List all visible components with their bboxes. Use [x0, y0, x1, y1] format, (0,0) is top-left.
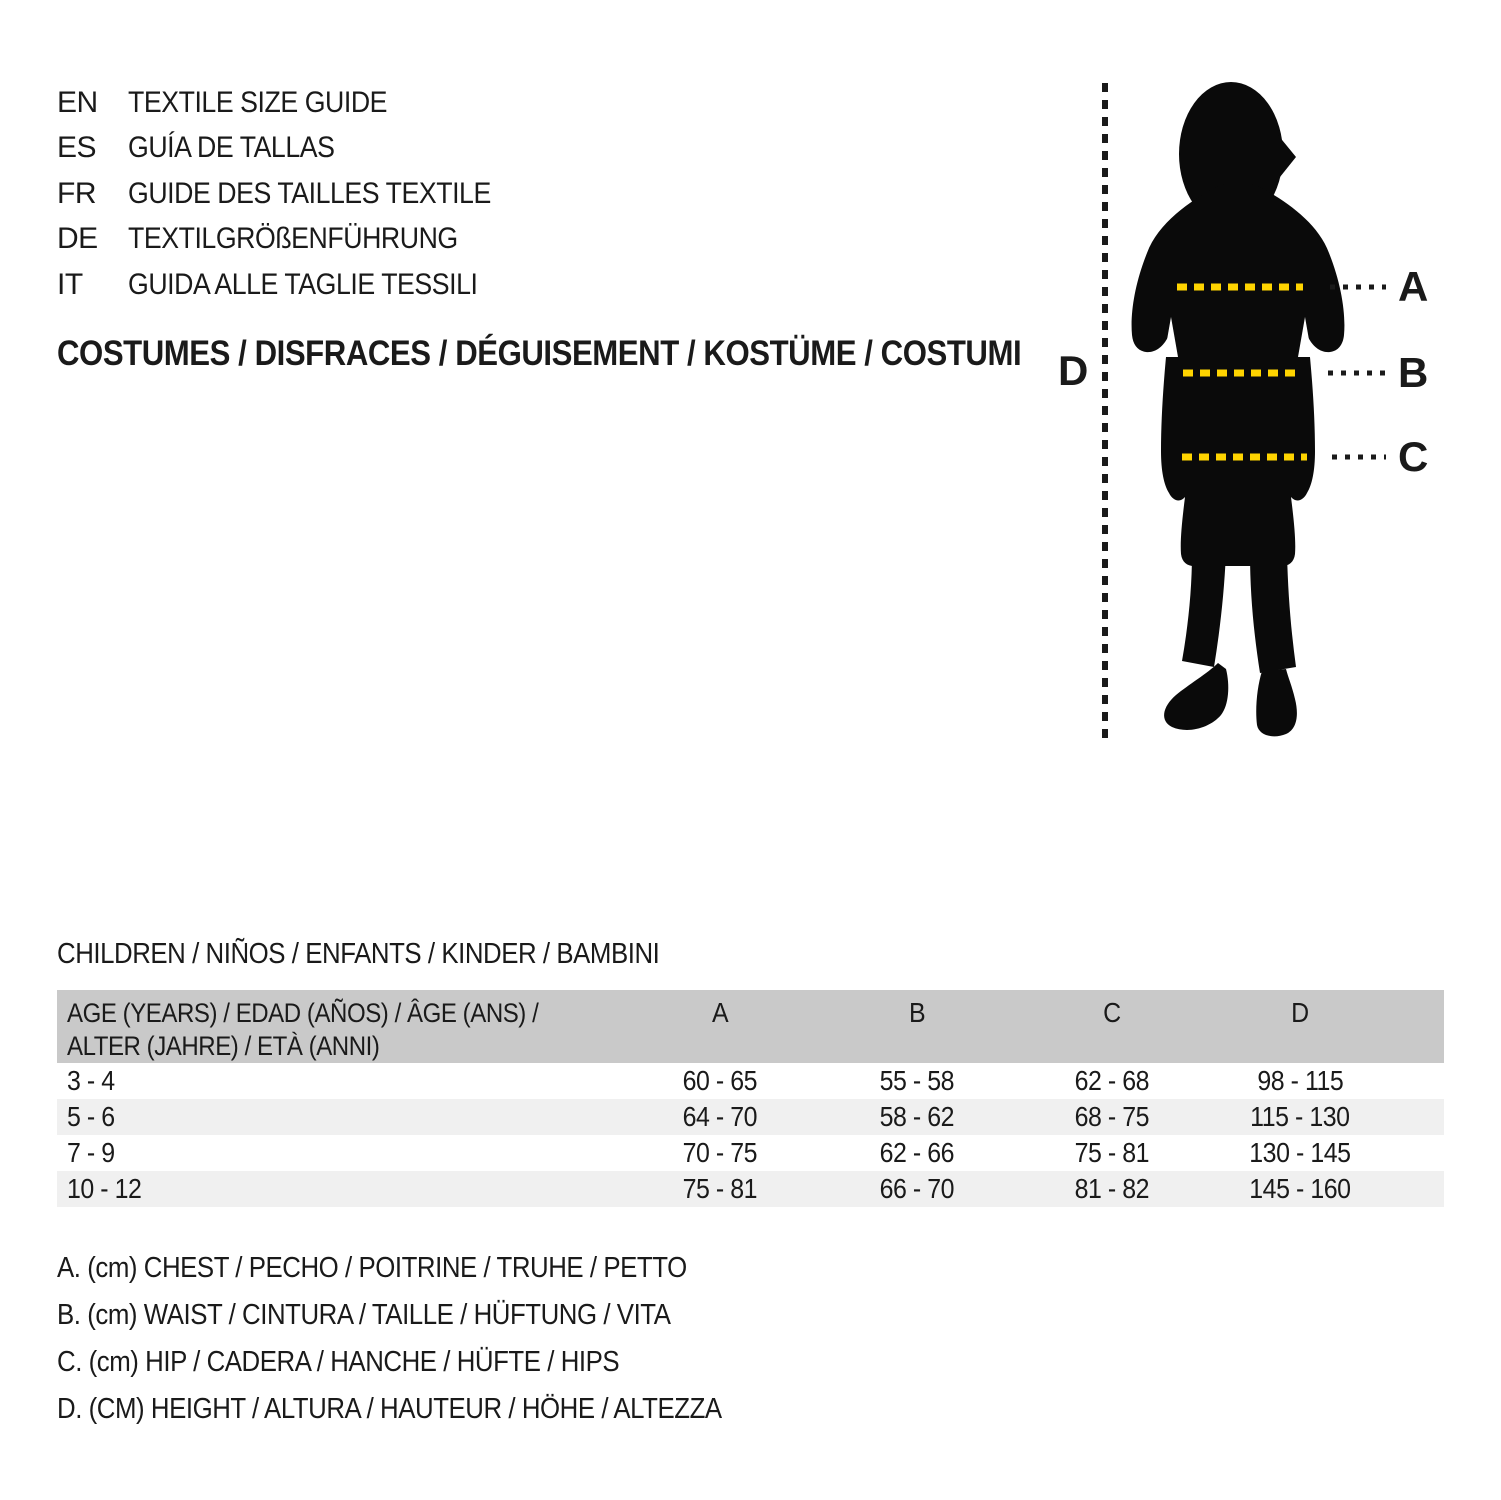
column-header-d: D	[1291, 997, 1309, 1028]
measurement-figure: D A B	[1040, 75, 1470, 765]
table-row: 3 - 4 60 - 65 55 - 58 62 - 68 98 - 115	[57, 1063, 1444, 1099]
language-code: IT	[57, 267, 83, 301]
language-code: EN	[57, 85, 98, 119]
child-silhouette	[1131, 82, 1345, 737]
hip-cell: 62 - 68	[1074, 1065, 1150, 1096]
legend-hip: C. (cm) HIP / CADERA / HANCHE / HÜFTE / …	[57, 1346, 620, 1378]
legend-height: D. (CM) HEIGHT / ALTURA / HAUTEUR / HÖHE…	[57, 1393, 722, 1425]
language-row-es: ES GUÍA DE TALLAS	[57, 126, 536, 172]
height-cell: 98 - 115	[1256, 1065, 1344, 1096]
guide-title: TEXTILE SIZE GUIDE	[128, 85, 388, 119]
language-code: FR	[57, 176, 97, 210]
age-cell: 10 - 12	[67, 1173, 142, 1204]
table-row: 5 - 6 64 - 70 58 - 62 68 - 75 115 - 130	[57, 1099, 1444, 1135]
language-code: ES	[57, 131, 97, 165]
child-silhouette-diagram: D A B	[1058, 82, 1429, 740]
language-row-it: IT GUIDA ALLE TAGLIE TESSILI	[57, 262, 536, 308]
age-cell: 7 - 9	[67, 1137, 115, 1168]
legend-chest: A. (cm) CHEST / PECHO / POITRINE / TRUHE…	[57, 1252, 687, 1284]
column-header-a: A	[711, 997, 729, 1028]
chest-cell: 64 - 70	[682, 1101, 758, 1132]
waist-cell: 58 - 62	[879, 1101, 955, 1132]
table-row: 10 - 12 75 - 81 66 - 70 81 - 82 145 - 16…	[57, 1171, 1444, 1207]
guide-title: GUÍA DE TALLAS	[128, 131, 335, 165]
hip-cell: 81 - 82	[1074, 1173, 1150, 1204]
chest-cell: 75 - 81	[682, 1173, 758, 1204]
chest-cell: 70 - 75	[682, 1137, 758, 1168]
right-shoe	[1256, 669, 1297, 737]
height-cell: 130 - 145	[1249, 1137, 1351, 1168]
language-row-de: DE TEXTILGRÖßENFÜHRUNG	[57, 217, 536, 263]
height-cell: 145 - 160	[1249, 1173, 1351, 1204]
language-title-list: EN TEXTILE SIZE GUIDE ES GUÍA DE TALLAS …	[57, 80, 536, 308]
age-cell: 5 - 6	[67, 1101, 115, 1132]
language-code: DE	[57, 222, 98, 256]
guide-title: GUIDE DES TAILLES TEXTILE	[128, 176, 491, 210]
language-row-fr: FR GUIDE DES TAILLES TEXTILE	[57, 171, 536, 217]
left-leg	[1182, 553, 1226, 667]
height-label: D	[1058, 347, 1088, 394]
chest-label: A	[1398, 263, 1428, 310]
waist-cell: 66 - 70	[879, 1173, 955, 1204]
legend-waist: B. (cm) WAIST / CINTURA / TAILLE / HÜFTU…	[57, 1299, 671, 1331]
language-row-en: EN TEXTILE SIZE GUIDE	[57, 80, 536, 126]
guide-title: TEXTILGRÖßENFÜHRUNG	[128, 222, 458, 256]
waist-cell: 62 - 66	[879, 1137, 955, 1168]
age-cell: 3 - 4	[67, 1065, 115, 1096]
waist-label: B	[1398, 349, 1428, 396]
category-heading: COSTUMES / DISFRACES / DÉGUISEMENT / KOS…	[57, 334, 1022, 373]
right-leg	[1250, 553, 1296, 673]
age-column-header: AGE (YEARS) / EDAD (AÑOS) / ÂGE (ANS) / …	[67, 998, 539, 1061]
hip-cell: 68 - 75	[1074, 1101, 1150, 1132]
size-table-header: AGE (YEARS) / EDAD (AÑOS) / ÂGE (ANS) / …	[57, 990, 1444, 1063]
hip-label: C	[1398, 433, 1428, 480]
column-header-b: B	[908, 997, 926, 1028]
hair-flick	[1278, 135, 1296, 177]
left-sleeve-notch	[1164, 317, 1178, 357]
section-heading-children: CHILDREN / NIÑOS / ENFANTS / KINDER / BA…	[57, 938, 660, 970]
hip-cell: 75 - 81	[1074, 1137, 1150, 1168]
table-row: 7 - 9 70 - 75 62 - 66 75 - 81 130 - 145	[57, 1135, 1444, 1171]
chest-cell: 60 - 65	[682, 1065, 758, 1096]
right-sleeve-notch	[1298, 317, 1312, 357]
waist-cell: 55 - 58	[879, 1065, 955, 1096]
guide-title: GUIDA ALLE TAGLIE TESSILI	[128, 267, 478, 301]
column-header-c: C	[1103, 997, 1121, 1028]
size-table: AGE (YEARS) / EDAD (AÑOS) / ÂGE (ANS) / …	[57, 990, 1444, 1207]
height-cell: 115 - 130	[1250, 1101, 1350, 1132]
left-shoe	[1164, 663, 1229, 730]
measurement-legend: A. (cm) CHEST / PECHO / POITRINE / TRUHE…	[57, 1245, 804, 1433]
